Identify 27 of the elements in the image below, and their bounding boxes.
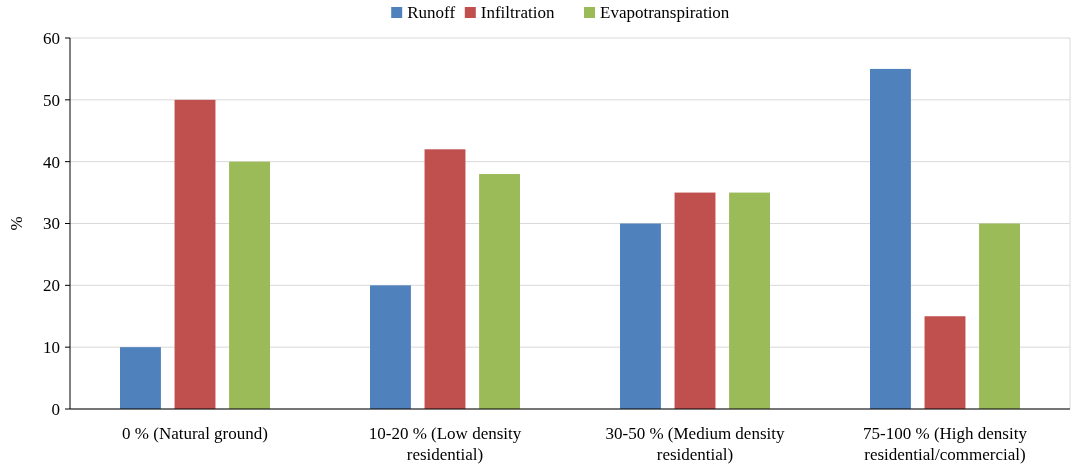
bar	[174, 99, 216, 409]
x-tick-label: 0 % (Natural ground)	[122, 424, 268, 443]
bar	[424, 149, 466, 409]
bar	[229, 161, 270, 409]
legend-label: Runoff	[407, 3, 456, 22]
bar	[674, 192, 716, 409]
x-tick-label: 10-20 % (Low density residential)	[368, 424, 522, 464]
bar	[924, 316, 966, 409]
bar	[729, 192, 770, 409]
bar	[120, 347, 161, 409]
y-tick-label: 40	[43, 152, 60, 172]
y-tick-label: 30	[43, 214, 60, 234]
legend-label: Evapotranspiration	[600, 3, 730, 22]
bar	[870, 68, 911, 409]
y-tick-label: 20	[43, 276, 60, 296]
bar	[479, 174, 520, 409]
y-axis-title: %	[7, 216, 26, 231]
y-tick-label: 0	[51, 399, 60, 419]
bar	[370, 285, 411, 409]
y-tick-label: 60	[43, 28, 60, 48]
bar	[620, 223, 661, 409]
y-tick-label: 50	[43, 90, 60, 110]
x-tick-label: 30-50 % (Medium density residential)	[605, 424, 785, 464]
bar	[979, 223, 1020, 409]
y-tick-label: 10	[43, 338, 60, 358]
x-tick-label: 75-100 % (High density residential/commercial)	[863, 424, 1028, 464]
legend-label: Infiltration	[480, 3, 555, 22]
